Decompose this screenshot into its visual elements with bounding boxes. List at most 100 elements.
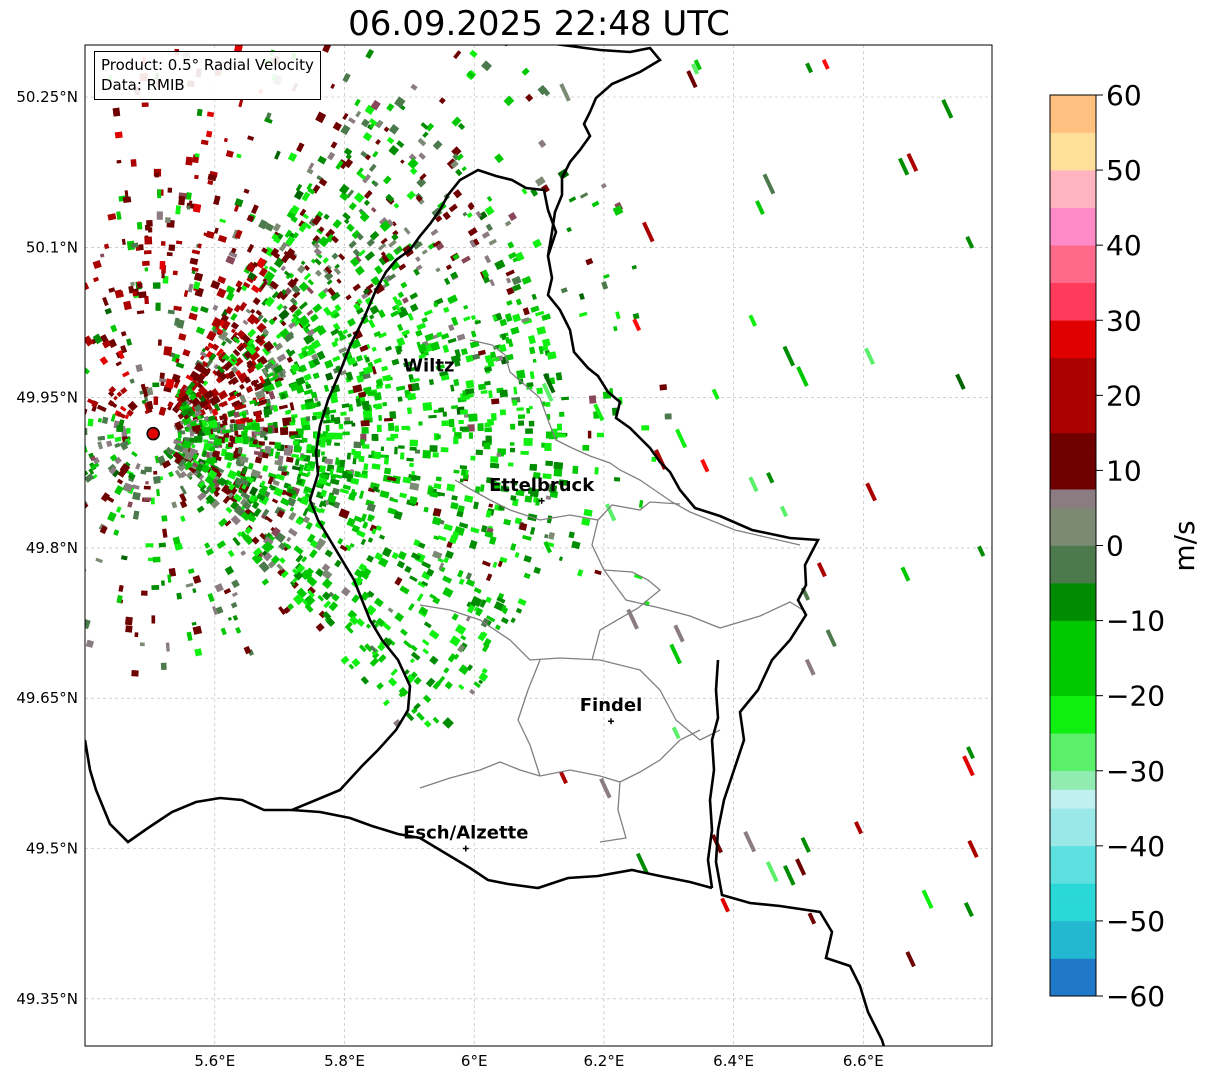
velocity-echo [400,281,408,289]
velocity-echo [510,326,520,335]
velocity-echo [156,211,163,220]
velocity-echo [578,311,588,318]
velocity-echo [446,541,453,549]
velocity-echo [116,391,123,398]
velocity-echo [532,238,542,249]
velocity-echo [529,371,535,380]
colorbar-band [1050,207,1096,227]
velocity-echo [448,418,455,428]
velocity-echo [101,416,109,425]
velocity-echo [417,541,426,549]
velocity-echo [243,188,250,194]
velocity-echo [440,447,449,453]
velocity-echo [346,333,352,338]
velocity-echo [339,369,347,376]
velocity-echo [262,508,270,517]
velocity-echo [545,401,551,408]
velocity-echo [329,309,340,319]
velocity-echo [545,495,552,500]
velocity-echo [504,220,512,227]
velocity-echo [289,580,296,587]
velocity-echo [233,357,244,367]
velocity-echo [342,329,349,335]
colorbar-tick-label: −10 [1106,605,1165,638]
velocity-echo [130,281,135,287]
colorbar-band [1050,395,1096,415]
velocity-echo [486,195,493,202]
velocity-echo [566,226,572,233]
colorbar-ticks: 60 50 40 30 20 10 0 −10 −20 −30 −40 −50 −60 [1096,79,1165,1013]
velocity-echo [239,332,247,340]
velocity-echo [391,233,399,241]
velocity-echo [529,526,536,535]
velocity-echo [202,380,209,387]
velocity-echo [104,307,112,315]
velocity-echo [223,137,228,143]
colorbar-band [1050,263,1096,284]
colorbar-bands [1050,95,1096,997]
velocity-echo [215,606,224,615]
velocity-echo [291,453,300,459]
velocity-echo [85,618,91,630]
velocity-echo [250,284,261,294]
velocity-echo [247,462,254,470]
velocity-echo [210,498,220,509]
velocity-echo [229,423,234,433]
velocity-echo [287,527,298,537]
velocity-echo [404,565,412,574]
velocity-echo [435,267,441,273]
colorbar-band [1050,770,1096,790]
velocity-echo [132,290,138,297]
velocity-echo [456,510,464,518]
velocity-echo [213,403,221,412]
velocity-echo [585,257,594,266]
velocity-echo [523,438,533,446]
velocity-echo [615,311,621,320]
colorbar-tick-label: 20 [1106,379,1142,412]
velocity-echo [180,515,186,523]
velocity-echo [302,515,311,524]
velocity-echo [322,257,329,264]
colorbar-tick-label: −20 [1106,680,1165,713]
velocity-echo [178,333,187,341]
velocity-echo [471,353,480,361]
product-info-box: Product: 0.5° Radial Velocity Data: RMIB [94,51,321,100]
velocity-echo [114,456,122,465]
colorbar-tick-label: 10 [1106,454,1142,487]
velocity-echo [139,642,145,647]
colorbar-band [1050,545,1096,565]
velocity-echo [448,324,455,332]
velocity-echo [494,259,506,271]
colorbar-band [1050,470,1096,490]
velocity-echo [515,298,522,306]
velocity-echo [407,158,419,170]
velocity-echo [220,627,227,636]
velocity-echo [227,377,237,386]
velocity-echo [315,622,325,632]
velocity-echo [152,282,161,289]
velocity-echo [262,317,268,324]
velocity-echo [388,239,397,248]
velocity-echo [262,552,273,562]
velocity-echo [108,287,116,293]
velocity-echo [342,212,351,221]
velocity-echo [450,160,459,169]
velocity-echo [243,376,252,384]
velocity-echo [324,271,334,281]
velocity-echo [374,265,384,275]
velocity-echo [255,417,265,423]
velocity-echo [530,305,540,313]
velocity-echo [632,312,640,320]
velocity-echo [194,153,200,158]
velocity-echo [450,502,459,510]
velocity-echo [240,491,251,501]
velocity-echo [443,556,450,564]
velocity-echo [174,469,183,479]
velocity-echo [293,189,304,201]
velocity-echo [352,283,361,292]
velocity-echo [370,206,377,213]
velocity-echo [484,380,491,386]
colorbar-band [1050,583,1096,603]
velocity-echo [323,384,330,393]
